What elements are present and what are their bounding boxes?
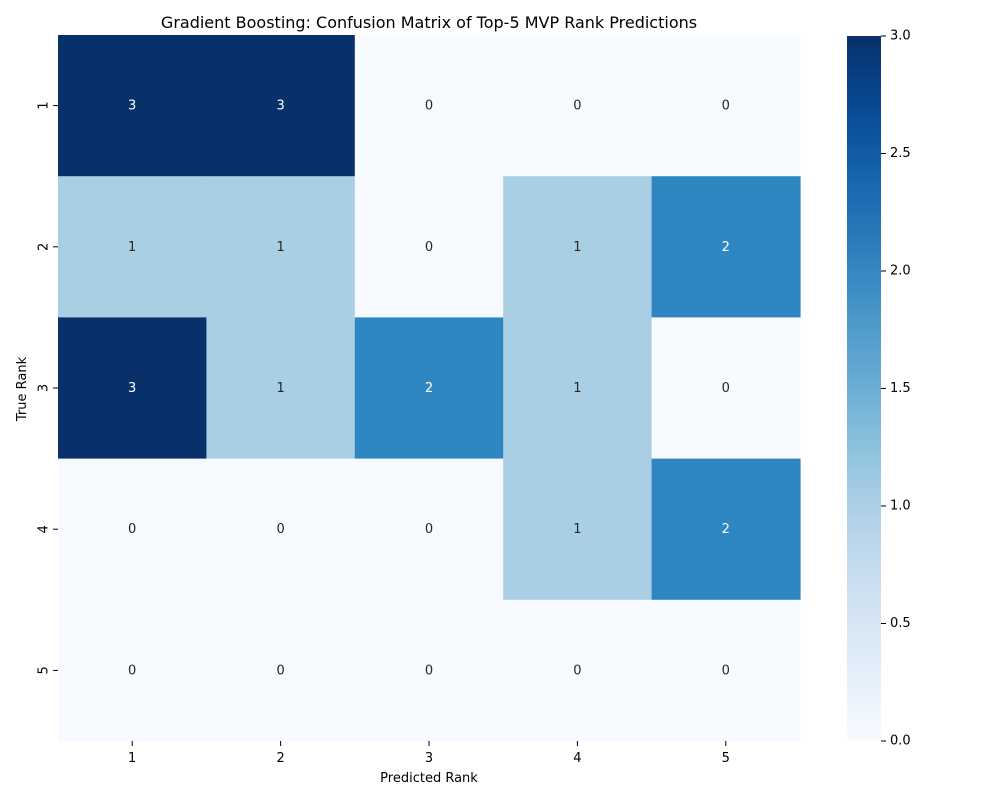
heatmap-cell bbox=[354, 458, 504, 601]
colorbar-gradient bbox=[847, 36, 881, 741]
heatmap-cell bbox=[651, 176, 801, 318]
heatmap-cell bbox=[58, 176, 207, 318]
heatmap-cell bbox=[58, 35, 207, 177]
cell-value-label: 0 bbox=[425, 240, 433, 255]
heatmap-cell bbox=[58, 458, 207, 601]
cell-value-label: 2 bbox=[722, 522, 730, 537]
heatmap-cell bbox=[58, 599, 207, 742]
heatmap-cell bbox=[503, 35, 653, 177]
heatmap-cell bbox=[354, 176, 504, 318]
heatmap-cell bbox=[206, 176, 356, 318]
cell-value-label: 1 bbox=[276, 381, 284, 396]
cell-value-label: 2 bbox=[722, 240, 730, 255]
heatmap-cell bbox=[206, 599, 356, 742]
cell-value-label: 0 bbox=[276, 663, 284, 678]
cell-value-label: 0 bbox=[722, 99, 730, 114]
colorbar-tick-label: 0.5 bbox=[890, 616, 911, 631]
heatmap-cell bbox=[651, 458, 801, 601]
y-tick-label: 5 bbox=[37, 666, 52, 674]
cell-value-label: 1 bbox=[128, 240, 136, 255]
cell-value-label: 0 bbox=[573, 663, 581, 678]
heatmap-cell bbox=[503, 599, 653, 742]
x-tick-label: 5 bbox=[722, 751, 730, 766]
colorbar-tick-label: 2.5 bbox=[890, 146, 911, 161]
cell-value-label: 1 bbox=[573, 381, 581, 396]
x-axis-label: Predicted Rank bbox=[380, 771, 478, 786]
y-tick-label: 2 bbox=[37, 243, 52, 251]
x-tick-label: 3 bbox=[425, 751, 433, 766]
cell-value-label: 0 bbox=[128, 663, 136, 678]
y-tick-label: 3 bbox=[37, 384, 52, 392]
cell-value-label: 0 bbox=[722, 663, 730, 678]
heatmap-cell bbox=[58, 317, 207, 460]
heatmap-cell bbox=[651, 599, 801, 742]
colorbar-tick-label: 1.0 bbox=[890, 499, 911, 514]
x-tick-label: 4 bbox=[573, 751, 581, 766]
heatmap-cell bbox=[503, 176, 653, 318]
cell-value-label: 3 bbox=[128, 99, 136, 114]
heatmap-cell bbox=[206, 35, 356, 177]
cell-value-label: 2 bbox=[425, 381, 433, 396]
y-tick-label: 1 bbox=[37, 101, 52, 109]
cell-value-label: 1 bbox=[573, 240, 581, 255]
chart-title: Gradient Boosting: Confusion Matrix of T… bbox=[161, 13, 697, 32]
x-axis-ticks: 1 2 3 4 5 bbox=[128, 741, 730, 766]
x-tick-label: 2 bbox=[276, 751, 284, 766]
heatmap-cell bbox=[354, 35, 504, 177]
cell-value-label: 0 bbox=[128, 522, 136, 537]
y-axis-ticks: 1 2 3 4 5 bbox=[37, 101, 58, 675]
colorbar-tick-label: 0.0 bbox=[890, 734, 911, 749]
cell-value-label: 0 bbox=[425, 522, 433, 537]
heatmap-cell bbox=[354, 599, 504, 742]
heatmap-cell bbox=[651, 317, 801, 460]
heatmap-cell bbox=[651, 35, 801, 177]
cell-value-label: 1 bbox=[573, 522, 581, 537]
colorbar-tick-label: 2.0 bbox=[890, 264, 911, 279]
colorbar-tick-label: 3.0 bbox=[890, 29, 911, 44]
cell-value-label: 1 bbox=[276, 240, 284, 255]
y-axis-label: True Rank bbox=[15, 356, 30, 422]
cell-annotations: 3 3 0 0 0 1 1 0 1 2 3 1 2 1 0 0 0 0 1 2 0 0 0 0 0 bbox=[128, 99, 730, 679]
cell-value-label: 0 bbox=[425, 99, 433, 114]
x-tick-label: 1 bbox=[128, 751, 136, 766]
heatmap-cell bbox=[503, 458, 653, 601]
heatmap-cells bbox=[58, 35, 801, 742]
colorbar: 0.0 0.5 1.0 1.5 2.0 2.5 3.0 bbox=[847, 29, 911, 749]
cell-value-label: 3 bbox=[128, 381, 136, 396]
colorbar-tick-label: 1.5 bbox=[890, 381, 911, 396]
cell-value-label: 0 bbox=[425, 663, 433, 678]
y-tick-label: 4 bbox=[37, 525, 52, 533]
cell-value-label: 0 bbox=[276, 522, 284, 537]
cell-value-label: 0 bbox=[722, 381, 730, 396]
cell-value-label: 0 bbox=[573, 99, 581, 114]
cell-value-label: 3 bbox=[276, 99, 284, 114]
heatmap-cell bbox=[206, 317, 356, 460]
heatmap-cell bbox=[354, 317, 504, 460]
heatmap-cell bbox=[206, 458, 356, 601]
heatmap-cell bbox=[503, 317, 653, 460]
